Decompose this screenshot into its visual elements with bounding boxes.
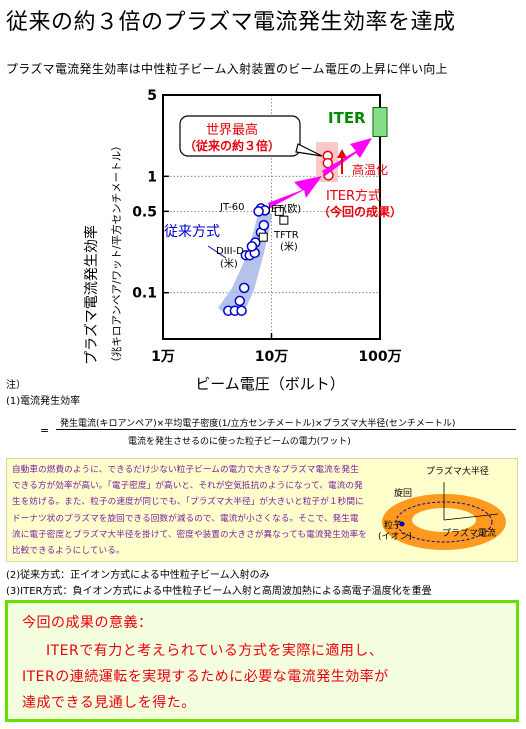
data-point bbox=[234, 295, 246, 307]
efficiency-chart: 0.1 0.5 1 5 1万 10万 100万 ITER 高温化 世界最高 （従来の約３倍）… bbox=[83, 88, 402, 393]
device-label-tftr: TFTR bbox=[273, 230, 299, 241]
particle-dot bbox=[399, 521, 405, 527]
data-point bbox=[322, 157, 334, 169]
formula-numerator: 発生電流(キロアンペア)×平均電子密度(1/立方センチメートル)×プラズマ大半径… bbox=[60, 419, 456, 429]
particle-sub-label: (イオン) bbox=[378, 531, 412, 542]
note-item1-title: (1)電流発生効率 bbox=[6, 396, 81, 407]
iter-label: ITER bbox=[328, 109, 366, 127]
data-point-square bbox=[274, 206, 284, 216]
x-tick-label: 100万 bbox=[358, 349, 401, 365]
y-tick-label: 0.5 bbox=[132, 204, 157, 220]
explanation-text: 自動車の燃費のように、できるだけ少ない粒子ビームの電力で大きなプラズマ電流を発生… bbox=[12, 465, 367, 557]
formula-equals: = bbox=[40, 424, 50, 437]
significance-line-3: 達成できる見通しを得た。 bbox=[22, 695, 196, 711]
iter-method-sub-label: （今回の成果） bbox=[318, 204, 402, 219]
torus-diagram: プラズマ大半径 旋回 粒子 (イオン) プラズマ電流 bbox=[378, 465, 506, 550]
data-point bbox=[236, 305, 247, 316]
notes-header: 注） bbox=[6, 380, 26, 391]
significance-line-1: ITERで有力と考えられている方式を実際に適用し、 bbox=[46, 643, 384, 659]
device-label-diiid-country: (米) bbox=[220, 257, 238, 270]
current-label: プラズマ電流 bbox=[442, 527, 496, 539]
y-tick-label: 1 bbox=[147, 169, 157, 185]
major-radius-line bbox=[443, 513, 499, 521]
y-tick-label: 5 bbox=[147, 88, 157, 104]
y-axis-title: プラズマ電流発生効率 bbox=[83, 225, 100, 365]
trend-arrow-low bbox=[268, 176, 322, 208]
significance-heading: 今回の成果の意義： bbox=[22, 615, 153, 631]
page-subtitle: プラズマ電流発生効率は中性粒子ビーム入射装置のビーム電圧の上昇に伴い向上 bbox=[6, 62, 448, 76]
data-point bbox=[258, 219, 270, 231]
page-title: 従来の約３倍のプラズマ電流発生効率を達成 bbox=[6, 10, 456, 35]
formula-fraction-line bbox=[56, 429, 516, 430]
iter-method-label: ITER方式 bbox=[326, 188, 381, 204]
y-axis-unit: （兆キロアンペア/ワット/平方センチメートル） bbox=[110, 140, 123, 367]
particle-label: 粒子 bbox=[384, 519, 402, 531]
data-point-square bbox=[279, 215, 289, 225]
high-temp-label: 高温化 bbox=[352, 162, 388, 177]
note-item3: (3)ITER方式：負イオン方式による中性粒子ビーム入射と高周波加熱による高電子… bbox=[6, 586, 432, 597]
device-label-jet: JET(欧) bbox=[267, 203, 301, 215]
high-temp-arrowhead bbox=[337, 149, 347, 158]
significance-line-2: ITERの連続運転を実現するために必要な電流発生効率が bbox=[22, 669, 389, 685]
record-callout bbox=[179, 115, 301, 157]
x-axis-title: ビーム電圧（ボルト） bbox=[195, 375, 345, 393]
data-point bbox=[253, 206, 264, 217]
conventional-method-label: 従来方式 bbox=[164, 224, 220, 240]
iter-target-bar bbox=[372, 107, 388, 137]
major-radius-label: プラズマ大半径 bbox=[426, 465, 489, 477]
formula-denominator: 電流を発生させるのに使った粒子ビームの電力(ワット) bbox=[128, 437, 351, 447]
record-callout-pointer bbox=[295, 143, 323, 157]
device-label-diiid: DIII-D bbox=[216, 246, 244, 257]
conventional-leader bbox=[207, 245, 227, 259]
data-point bbox=[246, 241, 258, 252]
note-item2: (2)従来方式：正イオン方式による中性粒子ビーム入射のみ bbox=[6, 570, 270, 581]
orbit-label: 旋回 bbox=[394, 487, 412, 499]
data-point bbox=[238, 282, 250, 294]
device-label-jt60: JT-60 bbox=[219, 202, 244, 213]
y-tick-label: 0.1 bbox=[132, 286, 157, 302]
x-tick-label: 1万 bbox=[151, 349, 175, 365]
significance-box bbox=[5, 600, 519, 722]
x-tick-label: 10万 bbox=[255, 349, 288, 365]
record-sub-label: （従来の約３倍） bbox=[184, 138, 280, 153]
trend-arrow-high bbox=[322, 138, 372, 176]
data-point-square bbox=[258, 232, 268, 242]
record-label: 世界最高 bbox=[206, 122, 258, 138]
device-label-tftr-country: (米) bbox=[280, 240, 298, 253]
